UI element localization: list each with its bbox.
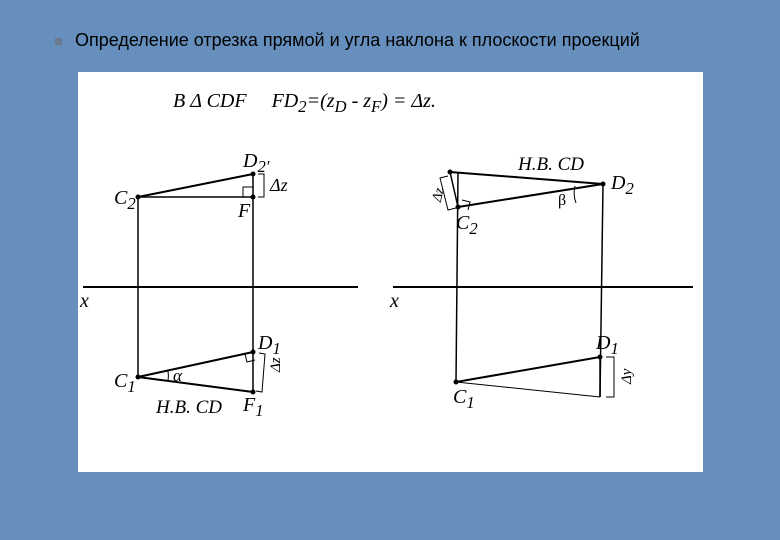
label-f1: F1 (243, 394, 264, 421)
label-d2-right: D2 (611, 172, 634, 199)
label-dz-bot: Δz (268, 357, 285, 372)
label-alpha: α (173, 366, 182, 386)
label-d1-right: D1 (596, 332, 619, 359)
label-c2-left: C2 (114, 187, 136, 214)
label-dz-top: Δz (270, 175, 288, 196)
label-beta: β (558, 192, 566, 210)
label-hb-left: Н.В. CD (156, 397, 222, 419)
label-hb-right: Н.В. CD (518, 154, 584, 176)
bullet-square (55, 38, 62, 45)
label-x-right: x (390, 290, 399, 313)
label-d1-left: D1 (258, 332, 281, 359)
label-c1-right: C1 (453, 386, 475, 413)
label-dy-right: Δy (619, 369, 636, 384)
page-title: Определение отрезка прямой и угла наклон… (75, 30, 640, 51)
label-f: F (238, 200, 250, 223)
label-x-left: x (80, 290, 89, 313)
label-c2-right: C2 (456, 212, 478, 239)
label-c1-left: C1 (114, 370, 136, 397)
diagram-panel: В Δ CDF FD2=(zD - zF) = Δz. (78, 72, 703, 472)
label-d2p-left: D2′ (243, 150, 269, 177)
